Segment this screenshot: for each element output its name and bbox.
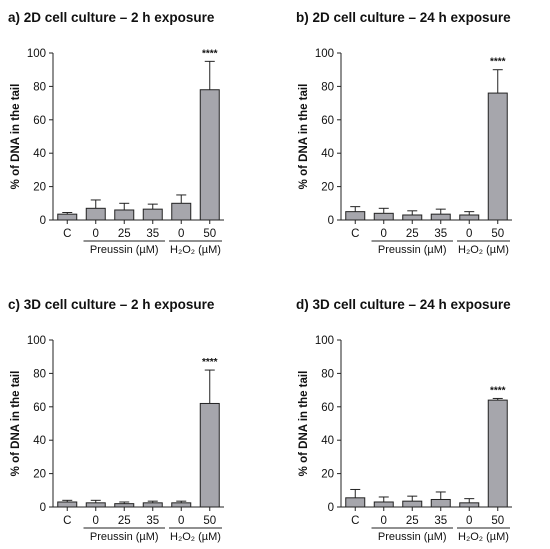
y-tick-label: 0 xyxy=(328,215,334,227)
bar xyxy=(430,498,451,508)
group-label: Preussin (µM) xyxy=(90,531,159,543)
y-tick-label: 100 xyxy=(27,335,46,347)
y-tick-label: 80 xyxy=(321,368,334,380)
y-tick-label: 20 xyxy=(321,469,334,481)
bar xyxy=(57,213,78,221)
y-tick-label: 100 xyxy=(27,48,46,60)
bar xyxy=(85,207,106,221)
panel-title: c) 3D cell culture – 2 h exposure xyxy=(8,297,215,312)
bar xyxy=(57,501,78,508)
bar xyxy=(373,501,394,508)
x-tick-label: C xyxy=(351,515,359,527)
significance-label: **** xyxy=(202,48,218,59)
significance-label: **** xyxy=(202,357,218,368)
y-tick-label: 80 xyxy=(33,81,46,93)
x-tick-label: 0 xyxy=(178,515,184,527)
panel-title: a) 2D cell culture – 2 h exposure xyxy=(8,10,215,25)
bar xyxy=(171,202,192,221)
x-tick-label: 35 xyxy=(434,228,447,240)
x-tick-label: C xyxy=(63,515,71,527)
x-tick-label: 25 xyxy=(118,228,131,240)
y-tick-label: 60 xyxy=(33,402,46,414)
x-tick-label: 0 xyxy=(466,515,472,527)
y-tick-label: 40 xyxy=(33,148,46,160)
y-tick-label: 100 xyxy=(315,335,334,347)
x-tick-label: 50 xyxy=(203,228,216,240)
x-tick-label: 0 xyxy=(178,228,184,240)
bar xyxy=(459,214,480,221)
group-label: H₂O₂ (µM) xyxy=(458,531,509,543)
y-axis-label: % of DNA in the tail xyxy=(298,371,310,477)
bar xyxy=(402,500,423,508)
y-tick-label: 20 xyxy=(33,469,46,481)
x-tick-label: 35 xyxy=(146,515,159,527)
y-tick-label: 20 xyxy=(321,182,334,194)
x-tick-label: 35 xyxy=(434,515,447,527)
y-tick-label: 40 xyxy=(321,435,334,447)
bar xyxy=(114,209,135,221)
bar xyxy=(487,92,508,221)
significance-label: **** xyxy=(490,385,506,396)
x-tick-label: 0 xyxy=(93,515,99,527)
y-tick-label: 80 xyxy=(321,81,334,93)
x-tick-label: 0 xyxy=(93,228,99,240)
y-tick-label: 0 xyxy=(40,502,46,514)
bar xyxy=(459,502,480,508)
bar xyxy=(430,213,451,221)
x-tick-label: 50 xyxy=(491,228,504,240)
bar xyxy=(114,503,135,508)
group-label: Preussin (µM) xyxy=(378,531,447,543)
panel-c: c) 3D cell culture – 2 h exposure % of DN… xyxy=(8,297,224,543)
y-tick-label: 0 xyxy=(40,215,46,227)
x-tick-label: C xyxy=(351,228,359,240)
y-tick-label: 40 xyxy=(321,148,334,160)
x-tick-label: 50 xyxy=(203,515,216,527)
y-tick-label: 60 xyxy=(321,115,334,127)
bar xyxy=(142,208,163,221)
group-label: Preussin (µM) xyxy=(378,244,447,256)
group-label: H₂O₂ (µM) xyxy=(170,244,221,256)
panel-b: b) 2D cell culture – 24 h exposure % of D… xyxy=(296,10,512,256)
y-tick-label: 40 xyxy=(33,435,46,447)
y-tick-label: 60 xyxy=(33,115,46,127)
bar xyxy=(199,402,220,508)
y-tick-label: 0 xyxy=(328,502,334,514)
bar xyxy=(402,214,423,221)
group-label: Preussin (µM) xyxy=(90,244,159,256)
x-tick-label: 0 xyxy=(381,228,387,240)
panel-title: b) 2D cell culture – 24 h exposure xyxy=(296,10,511,25)
x-tick-label: 35 xyxy=(146,228,159,240)
x-tick-label: 0 xyxy=(381,515,387,527)
y-tick-label: 100 xyxy=(315,48,334,60)
panel-title: d) 3D cell culture – 24 h exposure xyxy=(296,297,511,312)
y-axis-label: % of DNA in the tail xyxy=(10,84,22,190)
x-tick-label: 50 xyxy=(491,515,504,527)
y-axis-label: % of DNA in the tail xyxy=(10,371,22,477)
y-tick-label: 20 xyxy=(33,182,46,194)
x-tick-label: C xyxy=(63,228,71,240)
bar xyxy=(373,212,394,221)
x-tick-label: 25 xyxy=(406,228,419,240)
x-tick-label: 25 xyxy=(406,515,419,527)
significance-label: **** xyxy=(490,57,506,68)
y-tick-label: 80 xyxy=(33,368,46,380)
x-tick-label: 25 xyxy=(118,515,131,527)
group-label: H₂O₂ (µM) xyxy=(458,244,509,256)
bar xyxy=(345,211,366,221)
bar xyxy=(85,502,106,508)
y-axis-label: % of DNA in the tail xyxy=(298,84,310,190)
bar xyxy=(345,497,366,508)
panel-d: d) 3D cell culture – 24 h exposure % of D… xyxy=(296,297,512,543)
group-label: H₂O₂ (µM) xyxy=(170,531,221,543)
bar xyxy=(487,399,508,508)
y-tick-label: 60 xyxy=(321,402,334,414)
bar xyxy=(171,502,192,508)
x-tick-label: 0 xyxy=(466,228,472,240)
panel-a: a) 2D cell culture – 2 h exposure % of DN… xyxy=(8,10,224,256)
bar xyxy=(199,89,220,221)
bar xyxy=(142,502,163,508)
